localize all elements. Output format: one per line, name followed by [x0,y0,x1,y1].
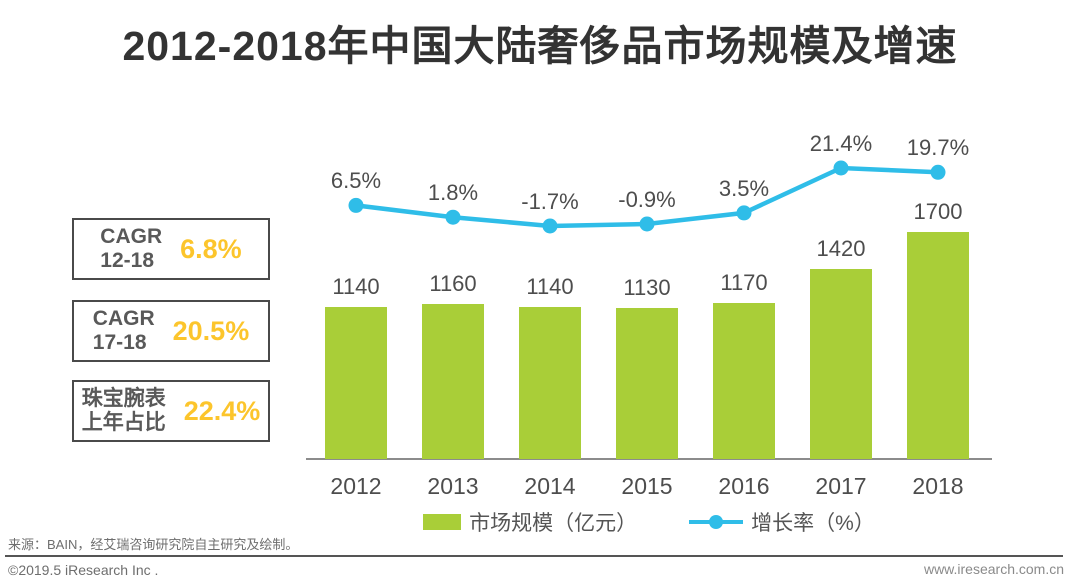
bar-value-label: 1700 [913,199,963,224]
stat-label: CAGR 12-18 [100,225,163,272]
x-axis-tick-label: 2018 [912,473,964,499]
bar-value-label: 1170 [720,270,768,295]
market-size-bar [616,308,678,459]
bar-swatch-icon [423,514,462,530]
legend-item-growth-rate: 增长率（%） [689,507,875,537]
growth-rate-label: -1.7% [521,188,579,214]
chart-title: 2012-2018年中国大陆奢侈品市场规模及增速 [122,23,958,69]
stat-value: 22.4% [183,395,261,426]
x-axis-tick-label: 2014 [524,473,576,499]
growth-rate-point [833,160,849,176]
growth-rate-label: 19.7% [906,135,970,161]
growth-rate-point [445,209,461,225]
bar-value-label: 1140 [526,274,574,299]
stat-label: 珠宝腕表 上年占比 [81,387,166,434]
bar-value-label: 1160 [429,271,477,296]
bar-value-label: 1130 [623,275,671,300]
stat-value: 6.8% [180,233,242,264]
market-size-bar [325,307,387,459]
x-axis-tick-label: 2015 [621,473,673,499]
market-size-bar [907,232,969,459]
x-axis-line [306,458,992,460]
growth-rate-point [930,164,946,180]
x-axis-tick-label: 2013 [427,473,479,499]
website-url: www.iresearch.com.cn [923,561,1064,577]
market-size-bar [422,304,484,459]
growth-rate-label: 6.5% [330,168,382,194]
growth-rate-label: 3.5% [718,175,770,201]
x-axis-tick-label: 2017 [815,473,867,499]
legend-label: 增长率（%） [751,512,875,535]
bar-value-label: 1420 [816,236,866,261]
market-size-bar [713,303,775,459]
stat-box-cagr-12-18: CAGR 12-18 6.8% [72,218,270,280]
chart-legend: 市场规模（亿元） 增长率（%） [306,507,992,537]
growth-rate-point [639,216,655,232]
growth-rate-label: 21.4% [809,130,873,156]
growth-rate-point [736,205,752,221]
stat-box-cagr-17-18: CAGR 17-18 20.5% [72,300,270,362]
growth-rate-point [348,197,364,213]
stat-label: CAGR 17-18 [92,307,155,354]
copyright-text: ©2019.5 iResearch Inc . [8,562,159,578]
line-swatch-icon [689,514,744,530]
x-axis-tick-label: 2016 [718,473,770,499]
x-axis-tick-label: 2012 [330,473,382,499]
footer-divider [5,555,1063,557]
growth-rate-label: -0.9% [618,186,676,212]
legend-label: 市场规模（亿元） [469,512,638,535]
growth-rate-label: 1.8% [427,180,479,206]
source-note: 来源：BAIN，经艾瑞咨询研究院自主研究及绘制。 [8,537,299,552]
market-size-bar [519,307,581,459]
legend-item-market-size: 市场规模（亿元） [423,507,637,537]
market-size-bar [810,269,872,459]
growth-rate-point [542,218,558,234]
stat-value: 20.5% [172,315,250,346]
stat-box-jewelry-watch-share: 珠宝腕表 上年占比 22.4% [72,380,270,442]
bar-value-label: 1140 [332,274,380,299]
